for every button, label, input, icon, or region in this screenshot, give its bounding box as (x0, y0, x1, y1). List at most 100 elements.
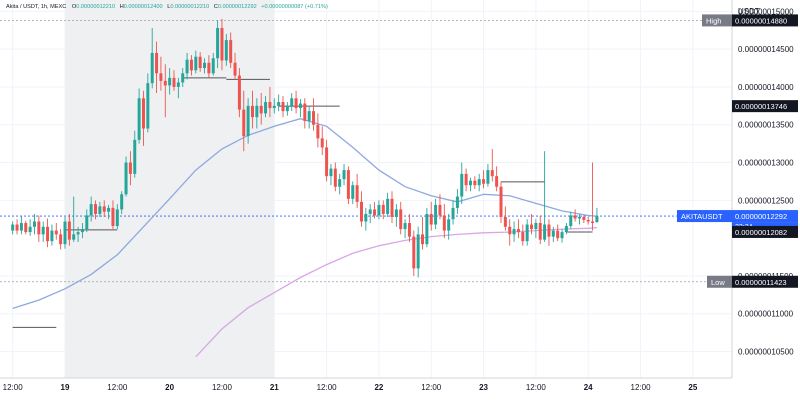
candle[interactable] (377, 200, 381, 220)
candle[interactable] (298, 99, 302, 118)
candle[interactable] (272, 98, 276, 114)
candle[interactable] (181, 68, 185, 87)
candle[interactable] (569, 211, 573, 230)
candle[interactable] (111, 200, 115, 230)
candle[interactable] (447, 213, 451, 240)
candle[interactable] (124, 156, 128, 197)
candle[interactable] (482, 170, 486, 189)
candle[interactable] (333, 162, 337, 192)
candle[interactable] (477, 173, 481, 192)
candle[interactable] (294, 90, 298, 114)
candle[interactable] (416, 226, 420, 278)
candle[interactable] (573, 209, 577, 222)
candle[interactable] (455, 189, 459, 214)
time-axis[interactable]: 12:00 19 12:00 20 12:00 21 12:00 22 12:00 23 12:00… (3, 383, 698, 392)
candle[interactable] (451, 200, 455, 225)
candle[interactable] (176, 77, 180, 99)
candle[interactable] (503, 206, 507, 231)
candle[interactable] (499, 181, 503, 224)
candle[interactable] (525, 219, 529, 246)
candle[interactable] (307, 105, 311, 129)
candle[interactable] (516, 219, 520, 239)
candle[interactable] (233, 52, 237, 80)
candle[interactable] (246, 98, 250, 144)
candle[interactable] (63, 216, 67, 249)
candles[interactable] (11, 18, 599, 278)
candle[interactable] (277, 94, 281, 112)
candle[interactable] (595, 207, 599, 223)
candle[interactable] (530, 213, 534, 235)
candle[interactable] (577, 213, 581, 225)
candle[interactable] (159, 56, 163, 91)
candle[interactable] (216, 20, 220, 69)
candle[interactable] (37, 215, 41, 242)
candle[interactable] (250, 90, 254, 129)
candle[interactable] (194, 50, 198, 74)
candle[interactable] (141, 90, 145, 146)
candle[interactable] (538, 215, 542, 245)
candle[interactable] (237, 68, 241, 118)
symbol-title[interactable]: Akita / USDT, 1h, MEXC (6, 4, 66, 10)
candle[interactable] (586, 216, 590, 225)
candle[interactable] (303, 98, 307, 129)
candle[interactable] (460, 162, 464, 205)
candle[interactable] (146, 73, 150, 133)
candle[interactable] (368, 204, 372, 224)
candle[interactable] (102, 200, 106, 217)
candle[interactable] (412, 230, 416, 276)
candle[interactable] (211, 52, 215, 76)
candle[interactable] (508, 219, 512, 246)
candle[interactable] (290, 92, 294, 112)
candle[interactable] (359, 191, 363, 227)
candle[interactable] (85, 209, 89, 233)
candle[interactable] (19, 215, 23, 235)
candle[interactable] (281, 96, 285, 118)
candle[interactable] (464, 168, 468, 192)
candle[interactable] (107, 204, 111, 220)
candle[interactable] (255, 98, 259, 129)
candle[interactable] (342, 164, 346, 186)
candle[interactable] (591, 162, 595, 231)
candle[interactable] (133, 130, 137, 178)
candle[interactable] (564, 223, 568, 235)
candle[interactable] (98, 201, 102, 217)
candle[interactable] (115, 204, 119, 230)
candle[interactable] (198, 52, 202, 72)
candle[interactable] (534, 219, 538, 239)
candle[interactable] (50, 224, 54, 246)
candle[interactable] (329, 164, 333, 186)
candle[interactable] (312, 98, 316, 131)
candle[interactable] (46, 218, 50, 248)
candle[interactable] (429, 201, 433, 231)
candle[interactable] (67, 213, 71, 246)
candle[interactable] (495, 166, 499, 192)
candle[interactable] (556, 224, 560, 242)
candle[interactable] (259, 92, 263, 125)
candle[interactable] (128, 151, 132, 186)
candle[interactable] (386, 192, 390, 217)
candle[interactable] (390, 191, 394, 224)
candle[interactable] (434, 198, 438, 230)
candle[interactable] (163, 64, 167, 118)
candle[interactable] (512, 221, 516, 242)
candle[interactable] (316, 113, 320, 148)
candle[interactable] (185, 52, 189, 80)
price-axis[interactable]: 0.00000015000 0.00000014500 0.00000014000 0… (738, 7, 794, 356)
candle[interactable] (490, 148, 494, 182)
candle[interactable] (394, 204, 398, 227)
candle[interactable] (320, 126, 324, 155)
candle[interactable] (351, 181, 355, 205)
candle[interactable] (364, 207, 368, 231)
candle[interactable] (24, 220, 28, 235)
candle[interactable] (89, 196, 93, 222)
candle[interactable] (582, 215, 586, 224)
candle[interactable] (203, 58, 207, 74)
candle[interactable] (150, 27, 154, 89)
candle[interactable] (560, 229, 564, 243)
candle[interactable] (54, 223, 58, 240)
candle[interactable] (76, 226, 80, 242)
candle[interactable] (168, 68, 172, 95)
candle[interactable] (421, 216, 425, 250)
candle[interactable] (242, 90, 246, 152)
